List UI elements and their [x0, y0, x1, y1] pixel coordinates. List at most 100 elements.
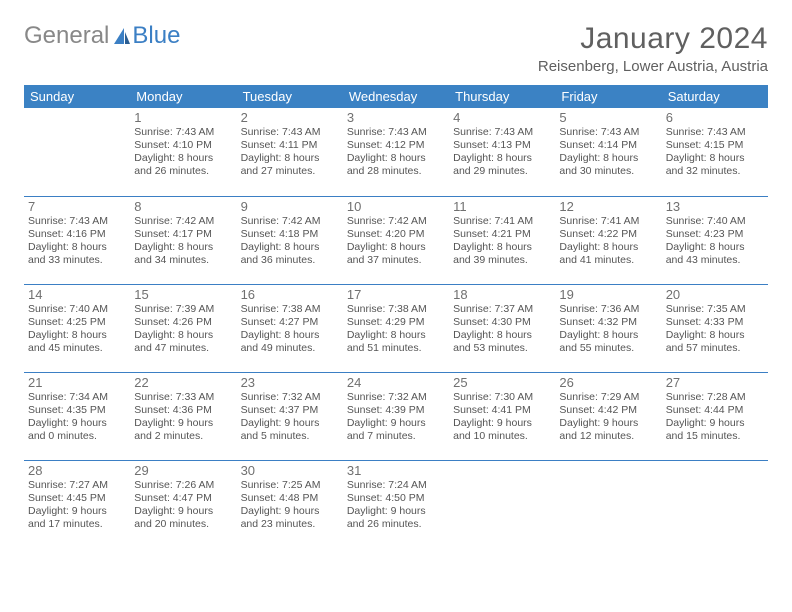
sunset-line: Sunset: 4:37 PM [241, 404, 339, 417]
day-cell: 6Sunrise: 7:43 AMSunset: 4:15 PMDaylight… [662, 108, 768, 196]
day-cell: 4Sunrise: 7:43 AMSunset: 4:13 PMDaylight… [449, 108, 555, 196]
day-cell: 16Sunrise: 7:38 AMSunset: 4:27 PMDayligh… [237, 284, 343, 372]
daylight-line: and 57 minutes. [666, 342, 764, 355]
daylight-line: and 28 minutes. [347, 165, 445, 178]
day-cell: 11Sunrise: 7:41 AMSunset: 4:21 PMDayligh… [449, 196, 555, 284]
dayhead-tue: Tuesday [237, 85, 343, 108]
day-cell: 1Sunrise: 7:43 AMSunset: 4:10 PMDaylight… [130, 108, 236, 196]
daylight-line: Daylight: 8 hours [559, 152, 657, 165]
daylight-line: and 34 minutes. [134, 254, 232, 267]
day-number: 18 [453, 287, 551, 302]
day-cell: 23Sunrise: 7:32 AMSunset: 4:37 PMDayligh… [237, 372, 343, 460]
day-cell [449, 460, 555, 548]
day-number: 26 [559, 375, 657, 390]
day-cell: 31Sunrise: 7:24 AMSunset: 4:50 PMDayligh… [343, 460, 449, 548]
sail-icon [112, 26, 132, 46]
dayhead-thu: Thursday [449, 85, 555, 108]
sunrise-line: Sunrise: 7:43 AM [347, 126, 445, 139]
day-number: 22 [134, 375, 232, 390]
week-row: 1Sunrise: 7:43 AMSunset: 4:10 PMDaylight… [24, 108, 768, 196]
day-number: 27 [666, 375, 764, 390]
daylight-line: Daylight: 8 hours [134, 241, 232, 254]
sunrise-line: Sunrise: 7:30 AM [453, 391, 551, 404]
day-number: 6 [666, 110, 764, 125]
daylight-line: and 32 minutes. [666, 165, 764, 178]
daylight-line: and 29 minutes. [453, 165, 551, 178]
daylight-line: Daylight: 9 hours [241, 417, 339, 430]
sunrise-line: Sunrise: 7:26 AM [134, 479, 232, 492]
daylight-line: and 15 minutes. [666, 430, 764, 443]
daylight-line: Daylight: 8 hours [559, 241, 657, 254]
day-cell: 8Sunrise: 7:42 AMSunset: 4:17 PMDaylight… [130, 196, 236, 284]
day-cell: 27Sunrise: 7:28 AMSunset: 4:44 PMDayligh… [662, 372, 768, 460]
daylight-line: Daylight: 8 hours [453, 241, 551, 254]
sunrise-line: Sunrise: 7:25 AM [241, 479, 339, 492]
day-number: 28 [28, 463, 126, 478]
sunset-line: Sunset: 4:36 PM [134, 404, 232, 417]
day-number: 17 [347, 287, 445, 302]
sunrise-line: Sunrise: 7:35 AM [666, 303, 764, 316]
daylight-line: Daylight: 9 hours [559, 417, 657, 430]
day-cell: 7Sunrise: 7:43 AMSunset: 4:16 PMDaylight… [24, 196, 130, 284]
day-cell: 22Sunrise: 7:33 AMSunset: 4:36 PMDayligh… [130, 372, 236, 460]
day-cell: 14Sunrise: 7:40 AMSunset: 4:25 PMDayligh… [24, 284, 130, 372]
day-number: 5 [559, 110, 657, 125]
week-row: 14Sunrise: 7:40 AMSunset: 4:25 PMDayligh… [24, 284, 768, 372]
daylight-line: Daylight: 9 hours [134, 417, 232, 430]
week-row: 21Sunrise: 7:34 AMSunset: 4:35 PMDayligh… [24, 372, 768, 460]
day-cell: 15Sunrise: 7:39 AMSunset: 4:26 PMDayligh… [130, 284, 236, 372]
daylight-line: Daylight: 9 hours [134, 505, 232, 518]
dayhead-sat: Saturday [662, 85, 768, 108]
daylight-line: Daylight: 9 hours [241, 505, 339, 518]
sunset-line: Sunset: 4:39 PM [347, 404, 445, 417]
daylight-line: and 30 minutes. [559, 165, 657, 178]
daylight-line: and 0 minutes. [28, 430, 126, 443]
day-cell: 26Sunrise: 7:29 AMSunset: 4:42 PMDayligh… [555, 372, 661, 460]
day-number: 15 [134, 287, 232, 302]
dayhead-wed: Wednesday [343, 85, 449, 108]
day-cell: 3Sunrise: 7:43 AMSunset: 4:12 PMDaylight… [343, 108, 449, 196]
sunrise-line: Sunrise: 7:33 AM [134, 391, 232, 404]
day-cell: 29Sunrise: 7:26 AMSunset: 4:47 PMDayligh… [130, 460, 236, 548]
sunset-line: Sunset: 4:22 PM [559, 228, 657, 241]
day-cell: 9Sunrise: 7:42 AMSunset: 4:18 PMDaylight… [237, 196, 343, 284]
sunrise-line: Sunrise: 7:41 AM [453, 215, 551, 228]
day-cell: 20Sunrise: 7:35 AMSunset: 4:33 PMDayligh… [662, 284, 768, 372]
daylight-line: Daylight: 8 hours [241, 329, 339, 342]
day-cell: 18Sunrise: 7:37 AMSunset: 4:30 PMDayligh… [449, 284, 555, 372]
day-cell: 17Sunrise: 7:38 AMSunset: 4:29 PMDayligh… [343, 284, 449, 372]
daylight-line: and 49 minutes. [241, 342, 339, 355]
day-cell: 24Sunrise: 7:32 AMSunset: 4:39 PMDayligh… [343, 372, 449, 460]
day-cell [662, 460, 768, 548]
day-cell: 12Sunrise: 7:41 AMSunset: 4:22 PMDayligh… [555, 196, 661, 284]
sunrise-line: Sunrise: 7:38 AM [241, 303, 339, 316]
day-number: 21 [28, 375, 126, 390]
daylight-line: Daylight: 8 hours [453, 152, 551, 165]
sunrise-line: Sunrise: 7:43 AM [666, 126, 764, 139]
sunrise-line: Sunrise: 7:36 AM [559, 303, 657, 316]
sunset-line: Sunset: 4:41 PM [453, 404, 551, 417]
day-number: 2 [241, 110, 339, 125]
sunset-line: Sunset: 4:47 PM [134, 492, 232, 505]
day-number: 24 [347, 375, 445, 390]
daylight-line: Daylight: 8 hours [453, 329, 551, 342]
daylight-line: Daylight: 8 hours [666, 329, 764, 342]
day-number: 31 [347, 463, 445, 478]
sunset-line: Sunset: 4:20 PM [347, 228, 445, 241]
daylight-line: and 7 minutes. [347, 430, 445, 443]
daylight-line: and 17 minutes. [28, 518, 126, 531]
daylight-line: and 51 minutes. [347, 342, 445, 355]
day-number: 12 [559, 199, 657, 214]
day-number: 9 [241, 199, 339, 214]
sunset-line: Sunset: 4:30 PM [453, 316, 551, 329]
day-cell: 2Sunrise: 7:43 AMSunset: 4:11 PMDaylight… [237, 108, 343, 196]
sunrise-line: Sunrise: 7:42 AM [241, 215, 339, 228]
sunset-line: Sunset: 4:27 PM [241, 316, 339, 329]
day-number: 4 [453, 110, 551, 125]
day-number: 3 [347, 110, 445, 125]
sunset-line: Sunset: 4:42 PM [559, 404, 657, 417]
day-number: 25 [453, 375, 551, 390]
day-cell: 25Sunrise: 7:30 AMSunset: 4:41 PMDayligh… [449, 372, 555, 460]
daylight-line: and 47 minutes. [134, 342, 232, 355]
sunset-line: Sunset: 4:48 PM [241, 492, 339, 505]
